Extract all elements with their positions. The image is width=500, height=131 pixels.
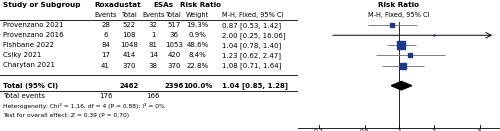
Text: ESAs: ESAs (154, 2, 174, 8)
Text: 28: 28 (101, 22, 110, 28)
Text: Total events: Total events (3, 93, 45, 99)
Text: 176: 176 (99, 93, 112, 99)
Text: Total (95% CI): Total (95% CI) (3, 83, 58, 89)
Text: 32: 32 (149, 22, 158, 28)
Text: 14: 14 (149, 52, 158, 58)
Polygon shape (392, 81, 411, 90)
Text: 1.04 [0.85, 1.28]: 1.04 [0.85, 1.28] (222, 82, 288, 89)
Text: 522: 522 (123, 22, 136, 28)
Text: 370: 370 (122, 62, 136, 69)
Text: Risk Ratio: Risk Ratio (378, 2, 419, 8)
Text: 2396: 2396 (164, 83, 184, 89)
Text: M-H, Fixed, 95% CI: M-H, Fixed, 95% CI (368, 12, 430, 18)
Text: 1048: 1048 (120, 42, 138, 48)
Text: Test for overall effect: Z = 0.39 (P = 0.70): Test for overall effect: Z = 0.39 (P = 0… (3, 113, 129, 118)
Text: 420: 420 (168, 52, 180, 58)
Text: 41: 41 (101, 62, 110, 69)
Text: Events: Events (142, 12, 165, 18)
Text: Fishbane 2022: Fishbane 2022 (3, 42, 54, 48)
Text: Provenzano 2016: Provenzano 2016 (3, 32, 64, 38)
Text: 17: 17 (101, 52, 110, 58)
Text: 166: 166 (146, 93, 160, 99)
Text: Csiky 2021: Csiky 2021 (3, 52, 42, 58)
Text: 22.8%: 22.8% (187, 62, 209, 69)
Text: Study or Subgroup: Study or Subgroup (3, 2, 80, 8)
Text: 1053: 1053 (165, 42, 183, 48)
Text: 2.00 [0.25, 16.06]: 2.00 [0.25, 16.06] (222, 32, 286, 39)
Text: 1: 1 (398, 129, 402, 131)
Text: 84: 84 (101, 42, 110, 48)
Text: Total: Total (166, 12, 182, 18)
Text: Heterogeneity: Chi² = 1.16, df = 4 (P = 0.88); I² = 0%: Heterogeneity: Chi² = 1.16, df = 4 (P = … (3, 103, 164, 109)
Text: 1: 1 (151, 32, 156, 38)
Text: 2462: 2462 (120, 83, 139, 89)
Text: Total: Total (122, 12, 138, 18)
Text: 370: 370 (168, 62, 181, 69)
Text: 36: 36 (170, 32, 178, 38)
Text: 38: 38 (148, 62, 158, 69)
Text: 48.6%: 48.6% (186, 42, 209, 48)
Text: 414: 414 (123, 52, 136, 58)
Text: 1.23 [0.62, 2.47]: 1.23 [0.62, 2.47] (222, 52, 280, 59)
Text: Weight: Weight (186, 12, 210, 18)
Text: 0.9%: 0.9% (189, 32, 207, 38)
Text: Risk Ratio: Risk Ratio (180, 2, 222, 8)
Text: M-H, Fixed, 95% CI: M-H, Fixed, 95% CI (222, 12, 283, 18)
Text: Events: Events (94, 12, 117, 18)
Text: Provenzano 2021: Provenzano 2021 (3, 22, 64, 28)
Text: Roxadustat: Roxadustat (94, 2, 141, 8)
Text: 1.04 [0.78, 1.40]: 1.04 [0.78, 1.40] (222, 42, 281, 49)
Text: 0.5: 0.5 (360, 129, 370, 131)
Text: Charytan 2021: Charytan 2021 (3, 62, 55, 69)
Text: 19.3%: 19.3% (186, 22, 209, 28)
Text: 1.08 [0.71, 1.64]: 1.08 [0.71, 1.64] (222, 62, 281, 69)
Text: 108: 108 (122, 32, 136, 38)
Text: 517: 517 (168, 22, 180, 28)
Text: 0.87 [0.53, 1.42]: 0.87 [0.53, 1.42] (222, 22, 281, 29)
Text: 81: 81 (148, 42, 158, 48)
Text: 6: 6 (104, 32, 108, 38)
Text: 100.0%: 100.0% (183, 83, 212, 89)
Text: 2: 2 (432, 129, 436, 131)
Text: 8.4%: 8.4% (189, 52, 206, 58)
Text: 5: 5 (478, 129, 482, 131)
Text: 0.2: 0.2 (314, 129, 324, 131)
